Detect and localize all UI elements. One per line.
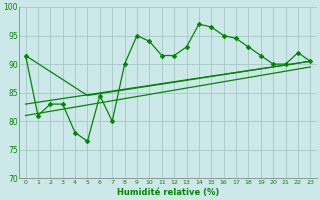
X-axis label: Humidité relative (%): Humidité relative (%) (117, 188, 219, 197)
